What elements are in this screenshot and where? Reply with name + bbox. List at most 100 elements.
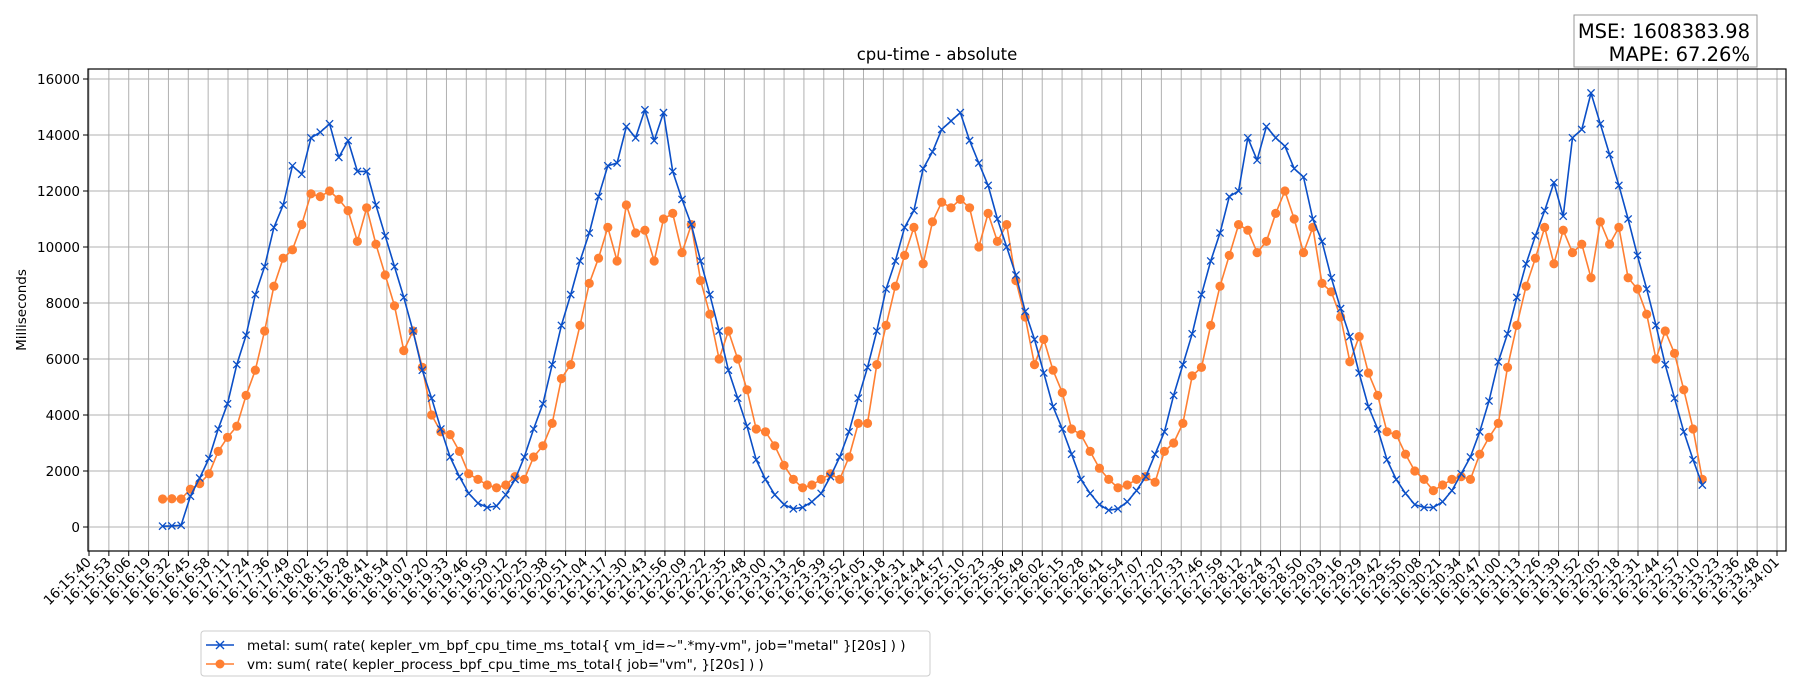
data-point-vm — [983, 208, 993, 218]
data-point-vm — [1549, 259, 1559, 269]
data-point-vm — [1604, 239, 1615, 249]
y-tick-label: 12000 — [37, 184, 80, 200]
data-point-vm — [705, 309, 715, 319]
data-point-vm — [1261, 236, 1271, 246]
data-point-metal — [1661, 360, 1670, 369]
data-point-metal — [316, 128, 325, 137]
data-point-metal — [371, 200, 380, 210]
data-point-metal — [214, 424, 223, 434]
data-point-vm — [260, 326, 270, 336]
data-point-metal — [826, 472, 835, 481]
y-tick-label: 10000 — [37, 240, 80, 256]
data-point-metal — [232, 360, 241, 369]
data-point-vm — [519, 474, 529, 485]
data-point-metal — [844, 427, 854, 436]
data-point-metal — [306, 133, 316, 142]
data-point-vm — [1419, 474, 1429, 485]
data-point-metal — [1308, 214, 1317, 224]
data-point-vm — [1614, 222, 1624, 232]
data-point-vm — [1530, 253, 1540, 263]
data-point-metal — [1234, 186, 1243, 196]
data-point-metal — [353, 167, 362, 176]
data-point-metal — [195, 473, 204, 483]
data-point-metal — [1253, 156, 1262, 165]
data-point-metal — [1336, 304, 1345, 313]
data-point-vm — [1159, 446, 1169, 457]
data-point-metal — [260, 262, 269, 271]
data-point-vm — [779, 460, 789, 471]
data-point-vm — [269, 281, 279, 291]
data-point-vm — [454, 446, 465, 457]
data-point-vm — [1465, 474, 1476, 485]
data-point-vm — [881, 320, 891, 331]
data-point-vm — [491, 483, 502, 493]
data-point-metal — [1104, 506, 1113, 515]
data-point-metal — [1345, 332, 1354, 341]
data-point-metal — [344, 136, 353, 145]
data-point-vm — [306, 189, 316, 199]
data-point-metal — [186, 492, 195, 501]
data-point-vm — [695, 275, 706, 286]
data-point-vm — [918, 259, 928, 269]
data-point-vm — [603, 222, 613, 232]
data-point-metal — [1382, 455, 1392, 464]
data-point-metal — [1586, 88, 1596, 98]
data-point-vm — [714, 354, 724, 364]
data-point-vm — [250, 365, 260, 375]
data-point-metal — [1039, 368, 1048, 378]
data-point-metal — [1429, 503, 1438, 512]
data-point-metal — [297, 170, 306, 179]
data-point-metal — [650, 136, 659, 145]
series-metal — [158, 88, 1707, 531]
data-point-metal — [585, 228, 594, 238]
data-point-vm — [324, 186, 335, 196]
data-point-vm — [1391, 430, 1401, 440]
data-point-metal — [1011, 270, 1020, 280]
data-point-vm — [1363, 368, 1374, 378]
data-point-metal — [779, 500, 789, 509]
series-layer — [157, 88, 1707, 531]
data-point-vm — [176, 494, 186, 504]
data-point-vm — [1002, 219, 1012, 230]
y-tick-label: 16000 — [37, 72, 80, 88]
data-point-vm — [640, 225, 650, 235]
data-point-metal — [1438, 497, 1447, 506]
data-point-metal — [724, 366, 733, 375]
data-point-metal — [1243, 133, 1252, 142]
data-point-metal — [1206, 256, 1215, 266]
data-point-vm — [751, 424, 761, 434]
data-point-vm — [1521, 281, 1531, 291]
data-point-metal — [464, 489, 473, 498]
data-point-metal — [418, 366, 427, 375]
data-point-metal — [752, 455, 761, 464]
data-point-metal — [863, 363, 872, 372]
data-point-metal — [1559, 212, 1568, 221]
data-point-metal — [1624, 214, 1633, 224]
metrics-box-frame — [1573, 14, 1758, 68]
data-point-metal — [1290, 164, 1299, 173]
data-point-vm — [1540, 222, 1550, 232]
data-point-vm — [389, 301, 400, 311]
data-point-metal — [622, 122, 631, 131]
data-point-vm — [482, 480, 492, 490]
data-point-vm — [1196, 362, 1207, 373]
data-point-metal — [1355, 368, 1364, 378]
data-point-vm — [287, 245, 298, 255]
data-point-vm — [835, 474, 845, 485]
data-point-metal — [520, 452, 529, 462]
data-point-vm — [352, 236, 362, 246]
data-point-vm — [872, 360, 882, 370]
data-point-vm — [1178, 418, 1188, 429]
data-point-metal — [557, 321, 566, 330]
data-point-vm — [612, 256, 622, 266]
data-point-vm — [1113, 483, 1123, 493]
data-point-metal — [919, 164, 928, 173]
data-point-vm — [222, 432, 233, 443]
y-tick-label: 2000 — [46, 464, 80, 480]
data-point-vm — [445, 430, 455, 440]
data-point-metal — [1503, 329, 1512, 338]
data-point-vm — [278, 253, 288, 263]
data-point-metal — [705, 290, 714, 299]
data-point-metal — [501, 490, 510, 499]
data-point-metal — [603, 161, 612, 170]
